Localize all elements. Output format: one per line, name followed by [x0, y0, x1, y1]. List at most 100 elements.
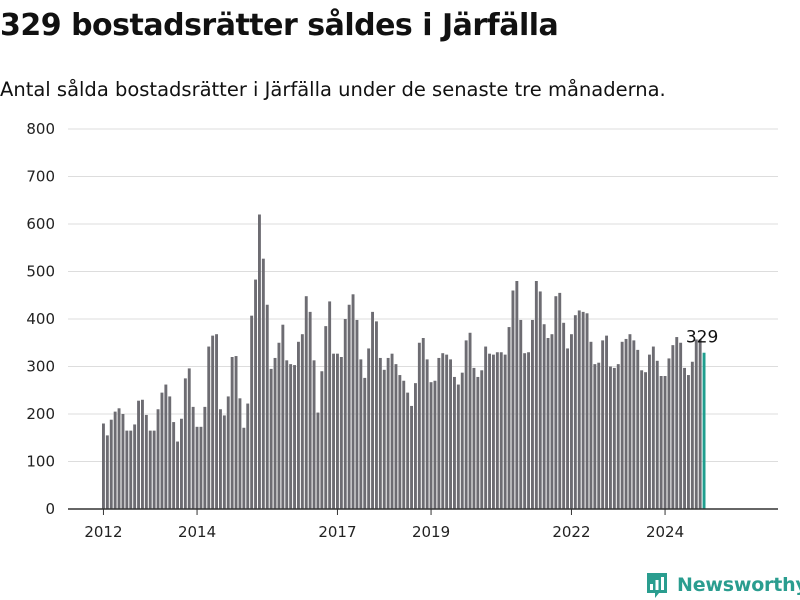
x-tick-label: 2017	[318, 523, 356, 541]
y-tick-label: 0	[45, 500, 55, 518]
bar	[476, 376, 480, 509]
bar	[589, 341, 593, 509]
bar	[137, 400, 140, 509]
newsworthy-logo: Newsworthy	[645, 570, 800, 600]
bar	[339, 357, 343, 509]
bar	[683, 367, 686, 509]
bar	[698, 339, 702, 509]
bar	[141, 399, 144, 509]
y-tick-label: 500	[26, 263, 55, 281]
bar	[425, 359, 429, 510]
bar	[445, 354, 449, 510]
bar	[433, 380, 437, 509]
bar	[219, 409, 222, 509]
bar	[238, 398, 242, 509]
bar	[191, 406, 195, 510]
bar	[468, 332, 472, 509]
bar	[499, 352, 503, 509]
y-tick-label: 200	[26, 405, 55, 423]
bar	[168, 396, 172, 509]
bar	[511, 290, 515, 509]
bar	[324, 326, 328, 510]
bar	[659, 376, 663, 509]
bar	[515, 281, 519, 509]
labels: 0 100 200 300 400 500 600 700 800 2012 2014 2017 201…	[26, 120, 718, 541]
x-tick-label: 2014	[178, 523, 216, 541]
bar	[363, 377, 367, 509]
bar	[226, 396, 230, 509]
bar	[460, 372, 464, 509]
bar	[644, 372, 647, 509]
bar	[694, 339, 698, 509]
bar	[195, 426, 199, 509]
bar	[148, 430, 152, 510]
bar	[546, 338, 550, 509]
bar	[359, 359, 363, 510]
bar	[585, 313, 589, 509]
bar	[449, 359, 452, 510]
bar	[336, 353, 339, 509]
bar	[293, 365, 296, 509]
bar	[133, 424, 137, 509]
bar	[417, 342, 421, 509]
bar	[113, 411, 117, 510]
bar	[538, 291, 542, 509]
x-tick-label: 2019	[412, 523, 450, 541]
bar	[550, 334, 554, 509]
x-tick-label: 2024	[646, 523, 684, 541]
bar	[156, 409, 160, 509]
bar	[495, 352, 499, 509]
bars	[102, 214, 706, 510]
bar	[429, 382, 433, 509]
bar	[640, 370, 644, 509]
y-tick-label: 700	[26, 168, 55, 186]
bar	[367, 348, 371, 509]
bar	[655, 360, 659, 509]
bar	[129, 430, 133, 510]
bar	[254, 279, 257, 509]
y-tick-label: 600	[26, 215, 55, 233]
bar	[187, 368, 191, 509]
bar	[402, 380, 406, 509]
bar	[421, 338, 425, 509]
bar	[211, 335, 215, 510]
bar	[152, 430, 156, 510]
bar	[222, 415, 226, 509]
bar	[612, 367, 616, 509]
bar	[437, 357, 441, 509]
bar	[261, 258, 265, 509]
bar	[570, 334, 573, 509]
bar	[507, 327, 511, 509]
bar	[531, 319, 534, 509]
bar	[616, 364, 620, 510]
bar	[558, 292, 562, 510]
bar	[343, 319, 347, 509]
y-tick-label: 300	[26, 358, 55, 376]
bar	[636, 349, 640, 510]
x-axis	[68, 508, 778, 515]
bar	[117, 408, 121, 509]
bar	[285, 360, 289, 509]
bar	[102, 423, 105, 509]
y-tick-label: 100	[26, 453, 55, 471]
bar	[597, 362, 601, 509]
bar	[172, 422, 176, 509]
bar	[464, 340, 468, 510]
bar	[164, 384, 168, 509]
bar	[566, 348, 569, 509]
bar	[534, 281, 538, 509]
bar	[300, 334, 304, 509]
bar	[414, 383, 417, 510]
bar	[351, 294, 355, 509]
bar	[484, 346, 488, 509]
bar	[144, 414, 148, 509]
chart-title: 329 bostadsrätter såldes i Järfälla	[0, 8, 559, 43]
bar	[667, 358, 671, 509]
bar	[605, 335, 608, 510]
bar	[265, 304, 269, 509]
bar	[519, 319, 523, 509]
bar	[215, 334, 218, 509]
bar	[125, 430, 129, 510]
bar	[277, 342, 281, 509]
